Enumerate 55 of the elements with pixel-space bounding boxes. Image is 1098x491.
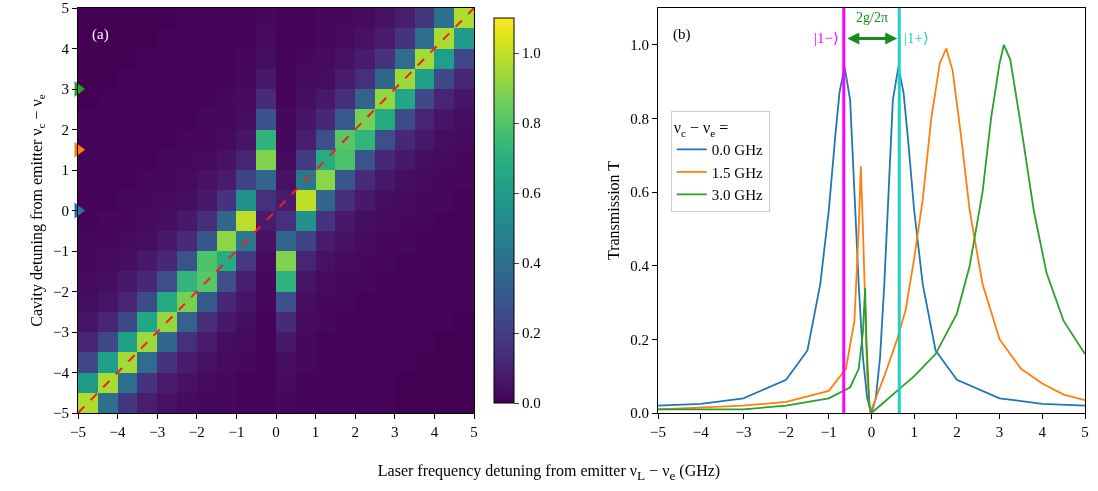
annotation: 2g/2π bbox=[856, 10, 888, 25]
x-tick-label: 5 bbox=[470, 424, 478, 440]
color-bar-label: 0.8 bbox=[522, 115, 541, 132]
color-bar-label: 0.4 bbox=[522, 255, 542, 272]
x-tick-label: 2 bbox=[953, 424, 961, 440]
x-tick-label: −2 bbox=[778, 424, 795, 440]
x-tick-label: −2 bbox=[188, 424, 205, 440]
x-tick-label: −4 bbox=[109, 424, 127, 440]
color-bar-label: 0.2 bbox=[522, 325, 541, 342]
x-tick-label: −3 bbox=[735, 424, 752, 440]
x-axis-title: Laser frequency detuning from emitter ν$_{L}$ − ν$_{e}$ (GHz) bbox=[376, 462, 722, 485]
legend-label: 0.0 GHz bbox=[711, 142, 763, 159]
legend-label: 1.5 GHz bbox=[711, 164, 763, 181]
y-tick-label: 0.4 bbox=[630, 257, 650, 274]
y-tick-label: −3 bbox=[53, 324, 69, 341]
y-tick-label: 1.0 bbox=[630, 37, 649, 54]
x-tick-label: 2 bbox=[351, 424, 359, 440]
x-tick-label: 4 bbox=[1038, 424, 1047, 440]
y-tick-label: −4 bbox=[53, 364, 70, 381]
y-tick-label: −2 bbox=[53, 283, 69, 300]
x-tick-label: 0 bbox=[867, 424, 876, 440]
y-tick-label: 0.8 bbox=[630, 110, 649, 127]
y-tick-label: 2 bbox=[61, 121, 69, 138]
legend-title: ν$_{c}$ − ν$_{e}$ = bbox=[673, 119, 729, 139]
color-bar-label: 0.6 bbox=[522, 185, 542, 202]
x-tick-label: 1 bbox=[311, 424, 320, 440]
x-tick-label: 5 bbox=[1081, 424, 1089, 440]
y-tick-label: 0.6 bbox=[630, 184, 650, 201]
x-tick-label: 3 bbox=[391, 424, 399, 440]
y-tick-label: 3 bbox=[61, 81, 69, 98]
y-tick-label: −5 bbox=[53, 405, 69, 422]
ref-line-label: |1−⟩ bbox=[814, 30, 839, 46]
y-tick-label: −1 bbox=[53, 243, 69, 260]
annotation: (b) bbox=[673, 26, 691, 43]
x-tick-label: −1 bbox=[228, 424, 245, 440]
x-tick-label: 3 bbox=[995, 424, 1004, 440]
y-tick-label: 0 bbox=[61, 202, 69, 219]
color-bar-label: 0.0 bbox=[522, 395, 541, 412]
x-tick-label: −5 bbox=[650, 424, 666, 440]
y-axis-title: Transmission T bbox=[605, 160, 623, 261]
x-tick-label: 4 bbox=[430, 424, 439, 440]
y-tick-label: 0.0 bbox=[630, 405, 649, 422]
y-tick-label: 1 bbox=[61, 162, 69, 179]
color-bar-label: 1.0 bbox=[522, 45, 541, 62]
y-tick-label: 0.2 bbox=[630, 331, 649, 348]
annotation: (a) bbox=[92, 26, 109, 43]
y-tick-label: 4 bbox=[61, 40, 70, 57]
x-tick-label: 0 bbox=[272, 424, 280, 440]
x-tick-label: −1 bbox=[820, 424, 837, 440]
ref-line-label: |1+⟩ bbox=[904, 30, 929, 46]
legend-label: 3.0 GHz bbox=[711, 187, 763, 204]
x-tick-label: −3 bbox=[149, 424, 166, 440]
y-tick-label: 5 bbox=[61, 0, 69, 17]
x-tick-label: 1 bbox=[910, 424, 918, 440]
x-tick-label: −4 bbox=[692, 424, 710, 440]
